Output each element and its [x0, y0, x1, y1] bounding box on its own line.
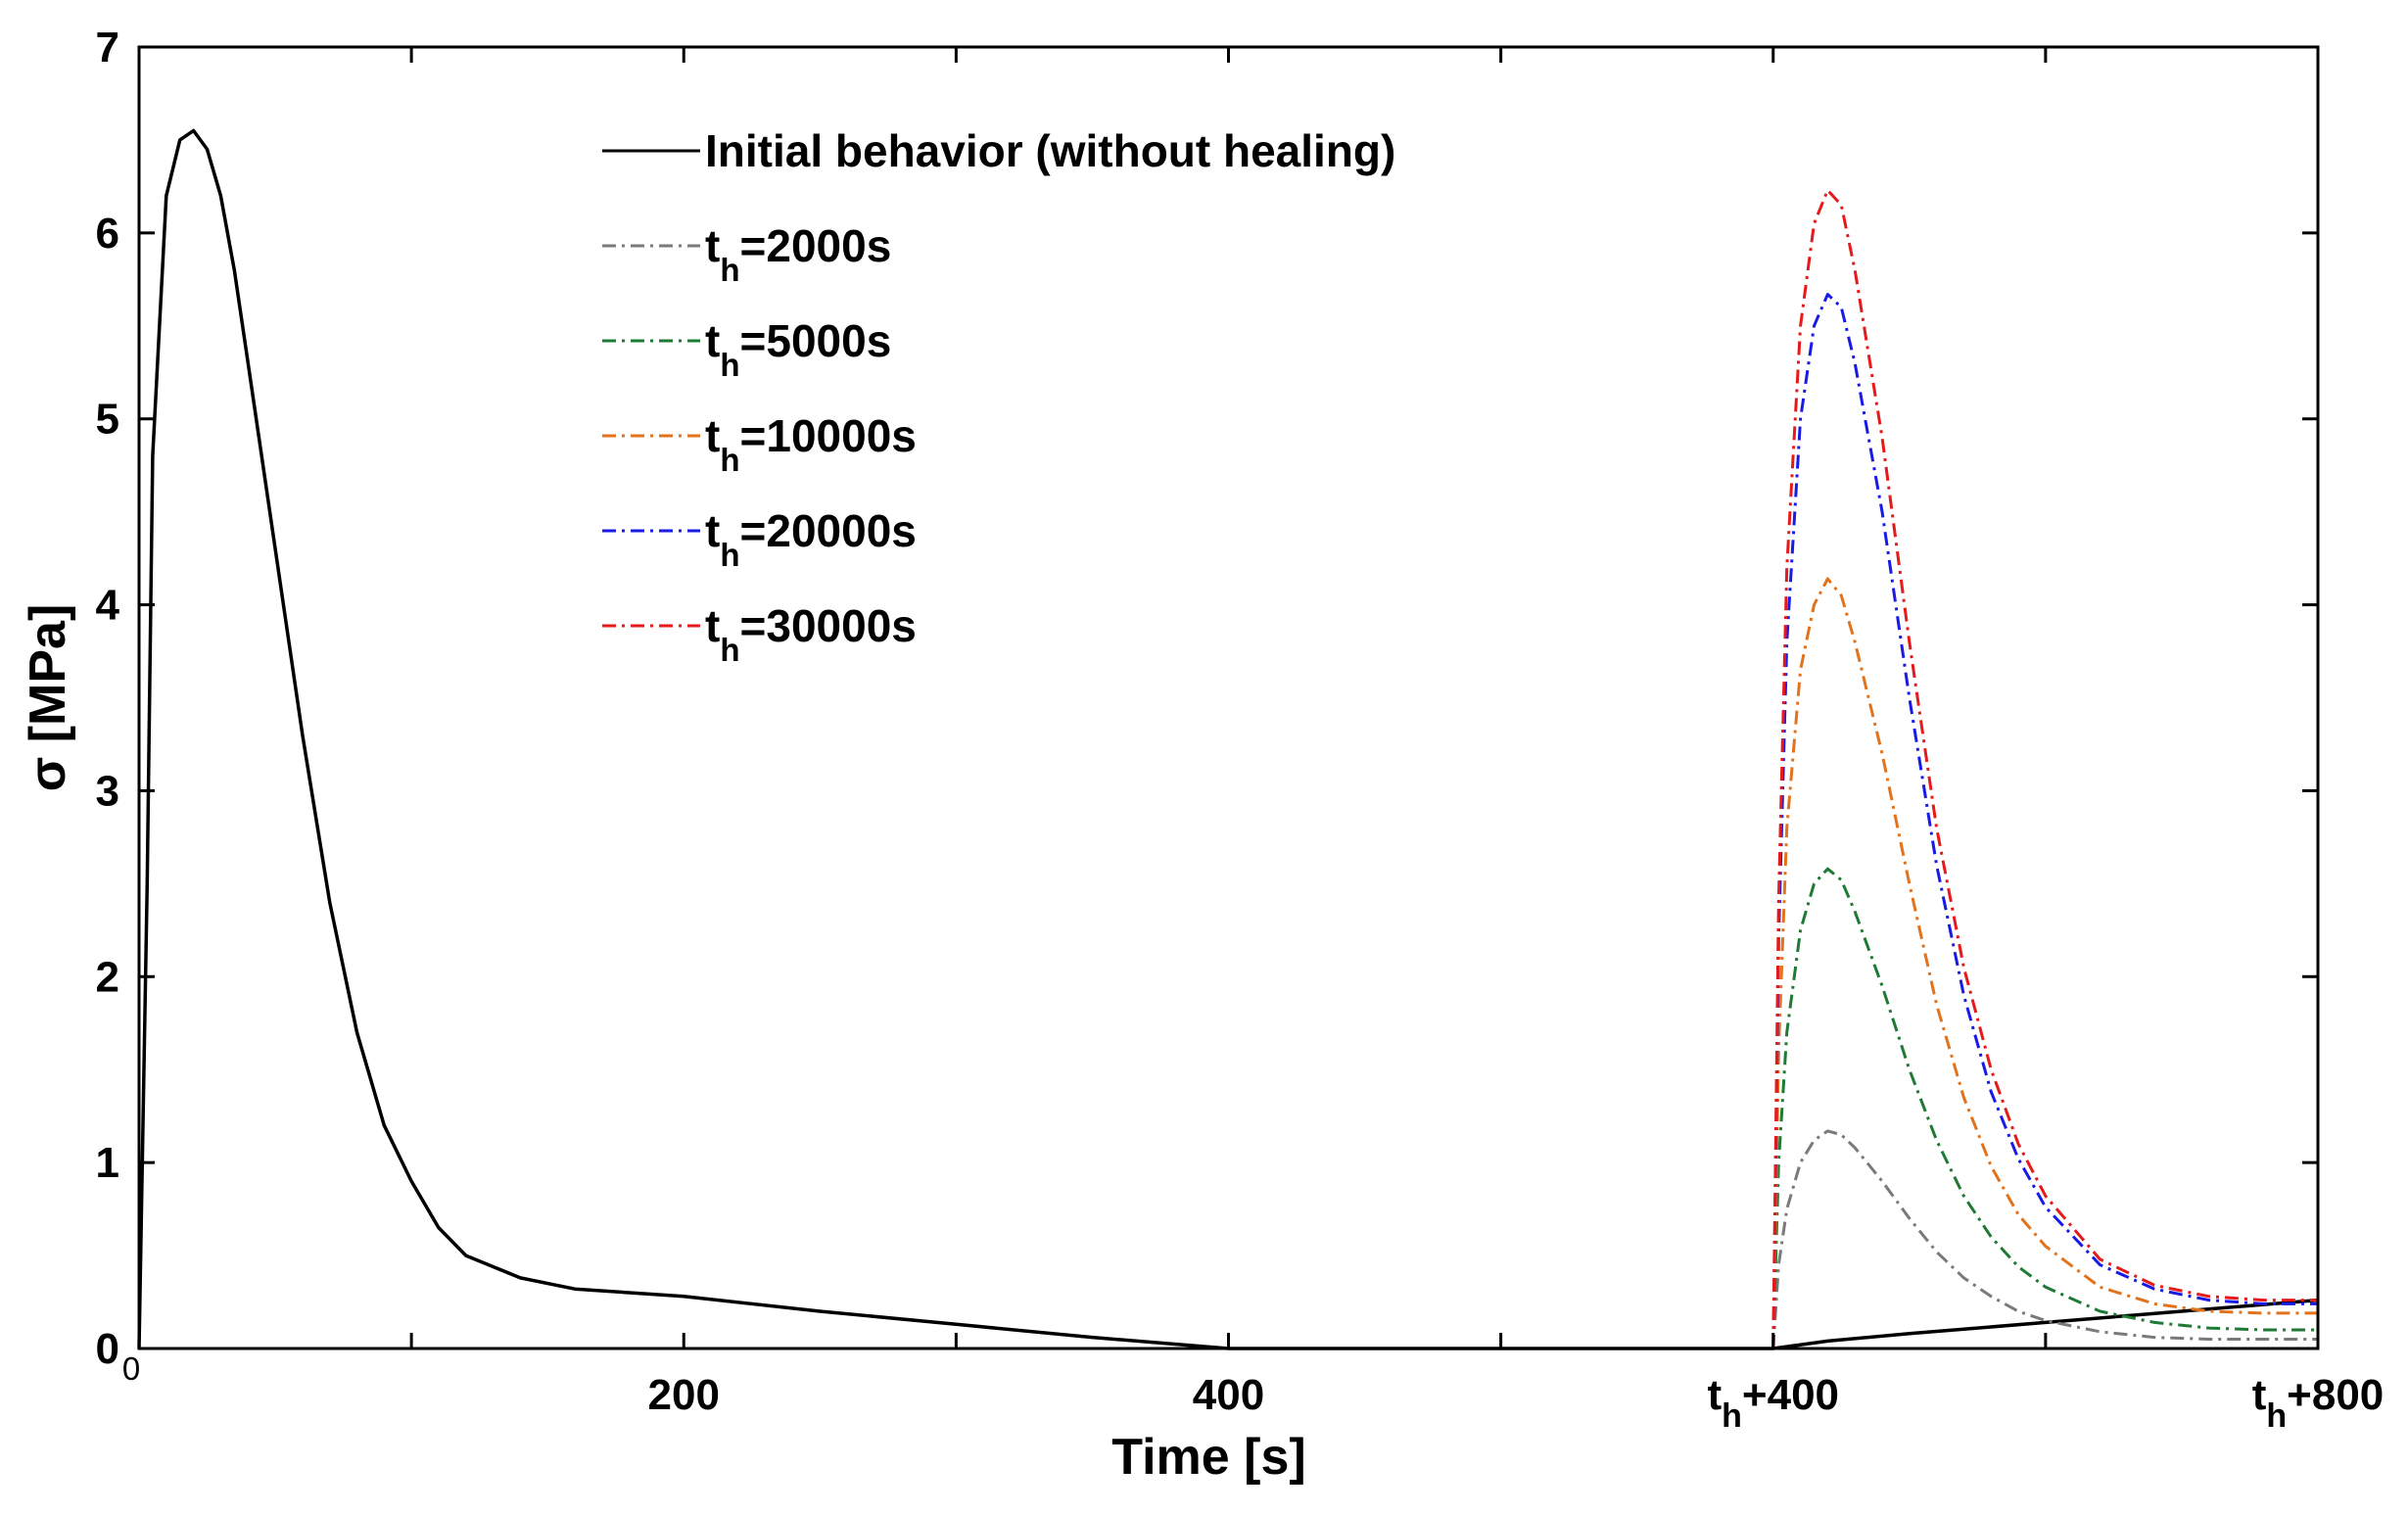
- legend-label-suffix: =20000s: [740, 505, 917, 556]
- y-tick-label: 2: [96, 953, 119, 1001]
- x-tick-label-main: t: [2252, 1371, 2267, 1419]
- series-line-1: [1771, 1129, 2318, 1349]
- y-tick-label: 6: [96, 210, 119, 258]
- series-line-5: [1771, 188, 2318, 1349]
- legend-label-suffix: =30000s: [740, 600, 917, 651]
- y-axis-title: σ [MPa]: [20, 604, 76, 792]
- legend-label-subscript: h: [720, 632, 739, 668]
- x-tick-label: 200: [648, 1371, 720, 1419]
- legend-label-suffix: =5000s: [740, 315, 892, 366]
- legend-label-subscript: h: [720, 252, 739, 288]
- axis-ticks: [137, 45, 2320, 1350]
- x-axis-title: Time [s]: [1111, 1429, 1305, 1486]
- series-line-3: [1771, 577, 2318, 1349]
- legend-label-subscript: h: [720, 442, 739, 478]
- legend: Initial behavior (without healing)th=200…: [602, 125, 1395, 668]
- x-tick-label-suffix: +400: [1742, 1371, 1839, 1419]
- legend-label-main: t: [705, 410, 720, 461]
- series-line-2: [1771, 867, 2318, 1349]
- y-tick-label: 1: [96, 1139, 119, 1187]
- legend-label-subscript: h: [720, 347, 739, 383]
- legend-label-main: t: [705, 315, 720, 366]
- series-line-4: [1771, 293, 2318, 1349]
- legend-label-2: th=5000s: [705, 315, 891, 383]
- x-tick-label: th+400: [1707, 1371, 1839, 1435]
- x-tick-label-subscript: h: [1722, 1397, 1742, 1435]
- legend-label-suffix: =10000s: [740, 410, 917, 461]
- legend-label-5: th=30000s: [705, 600, 917, 668]
- x-tick-label-main: t: [1707, 1371, 1722, 1419]
- y-tick-label: 5: [96, 396, 119, 444]
- y-tick-label: 7: [96, 24, 119, 71]
- y-tick-label: 3: [96, 767, 119, 815]
- legend-label-1: th=2000s: [705, 220, 891, 288]
- legend-label-main: t: [705, 505, 720, 556]
- x-tick-label: 0: [122, 1350, 140, 1387]
- y-tick-label: 0: [96, 1325, 119, 1373]
- legend-label-subscript: h: [720, 537, 739, 573]
- x-tick-label-suffix: +800: [2287, 1371, 2384, 1419]
- x-tick-label-subscript: h: [2266, 1397, 2287, 1435]
- x-tick-label: th+800: [2252, 1371, 2384, 1435]
- legend-label-main: t: [705, 600, 720, 651]
- legend-label-4: th=20000s: [705, 505, 917, 573]
- legend-label-suffix: =2000s: [740, 220, 892, 271]
- legend-label-0: Initial behavior (without healing): [705, 125, 1395, 176]
- y-tick-label: 4: [96, 582, 120, 630]
- legend-label-3: th=10000s: [705, 410, 917, 478]
- legend-label-main: t: [705, 220, 720, 271]
- x-tick-label: 400: [1193, 1371, 1264, 1419]
